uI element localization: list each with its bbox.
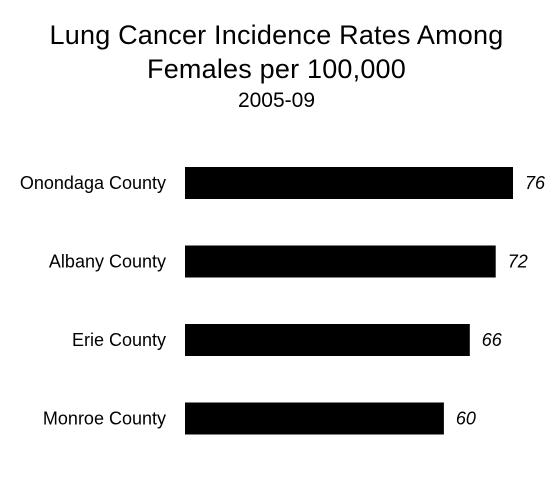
- value-label: 60: [456, 409, 476, 429]
- category-label: Monroe County: [43, 409, 166, 429]
- category-label: Erie County: [72, 330, 166, 350]
- chart-title: Lung Cancer Incidence Rates Among Female…: [0, 18, 553, 114]
- category-label: Albany County: [49, 252, 166, 272]
- chart-title-line-1: Lung Cancer Incidence Rates Among: [49, 20, 504, 50]
- bar-monroe-county: [185, 402, 444, 435]
- bar-erie-county: [185, 324, 470, 356]
- chart-title-line-2: Females per 100,000: [147, 54, 406, 84]
- bar-onondaga-county: [185, 167, 513, 199]
- category-label: Onondaga County: [20, 173, 166, 193]
- value-label: 66: [482, 330, 503, 350]
- value-label: 72: [508, 252, 528, 272]
- chart-subtitle: 2005-09: [237, 89, 316, 112]
- bar-albany-county: [185, 245, 496, 278]
- value-label: 76: [525, 173, 546, 193]
